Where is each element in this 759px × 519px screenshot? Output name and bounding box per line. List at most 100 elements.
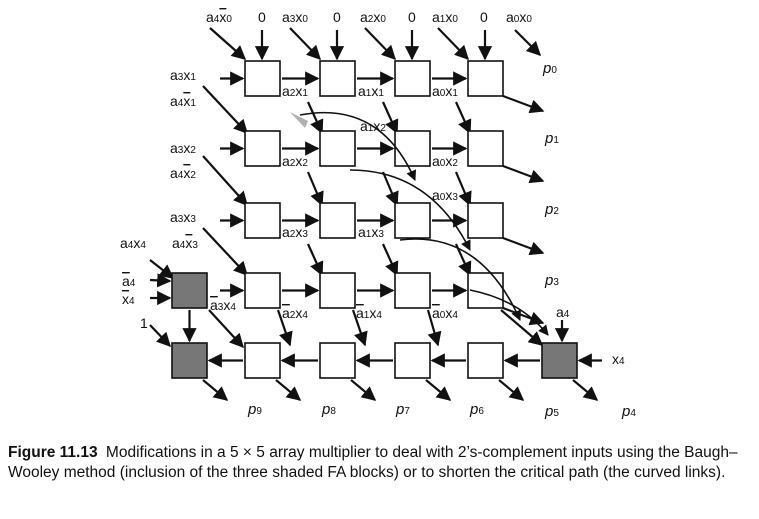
corner-input-x4: x4 [612,351,625,367]
bottom-output-arrow-4 [498,379,525,401]
output-p7: p7 [395,401,410,418]
curved-link-1 [299,111,417,181]
top-diag-arrow-6 [437,27,469,61]
inner-label-1: a1x1 [358,83,384,99]
diag-arrow-r2-c1 [202,227,248,277]
wires [149,27,602,401]
fa-cell-bottom-c1 [244,342,281,379]
a4x4-input-arrow [149,259,175,279]
top-input-5: 0 [408,9,416,25]
inner-label-2: a0x1 [432,83,458,99]
output-p0: p0 [542,60,557,77]
output-p4: p4 [621,403,636,420]
output-arrow-p2 [502,236,545,256]
inner-label-11: a1x4 [356,305,382,321]
top-input-6: a1x0 [432,9,458,25]
fa-cell-r3-c1 [244,272,281,309]
one-input-arrow [149,324,171,348]
shaded-diag-arrow [208,309,244,349]
diag-arrow-r2-c2 [306,243,324,277]
top-input-4: a2x0 [360,9,386,25]
diag-arrow-r1-c4 [454,171,472,207]
inner-label-0: a2x1 [282,83,308,99]
fa-cell-r2-c2 [319,202,356,239]
diag-arrow-r3-c1 [276,309,293,347]
diag-arrow-r1-c3 [381,171,399,207]
a4bar-input-arrow [149,273,172,288]
fa-cell-r1-c1 [244,130,281,167]
diag-arrow-r0-c1 [202,85,248,135]
diag-arrow-r2-c3 [381,243,399,277]
left-input-2: a3x2 [170,140,196,156]
top-diag-arrow-4 [364,27,396,61]
top-input-1: 0 [258,9,266,25]
top-input-3: 0 [333,9,341,25]
gray-curve-arrowhead [290,112,308,128]
top-diag-arrow-0 [209,27,247,60]
shaded-input-2: 1 [140,315,148,331]
fa-cell-r0-c3 [394,60,431,97]
output-p2: p2 [544,201,559,218]
bottom-output-arrow-3 [425,379,452,401]
shaded-fa-block-1 [171,272,208,309]
left-input-4: a3x3 [170,209,196,225]
left-input-5: a4x4 [120,235,146,251]
diag-arrow-r3-c2 [351,309,368,347]
left-input-0: a3x1 [170,67,196,83]
labels: a4x0 0 a3x0 0 a2x0 0 a1x0 0 a0x0 a3x1 a4x1 a3x2 a4x2… [120,9,636,420]
curved-link-3 [399,238,521,321]
bottom-output-arrow-0 [202,379,229,401]
fa-cell-r0-c2 [319,60,356,97]
inner-label-4: a2x2 [282,153,308,169]
output-arrow-p3 [502,306,545,326]
fa-cell-r3-c2 [319,272,356,309]
inner-label-6: a0x3 [432,187,458,203]
left-input-6: a4x3 [172,235,198,251]
fa-cell-bottom-c3 [394,342,431,379]
inner-label-9: a3x4 [210,297,236,313]
shaded-input-0: a4 [122,273,136,289]
inner-label-3: a1x2 [360,118,386,134]
fa-cell-r2-c4 [467,202,504,239]
curved-links [290,111,549,336]
caption-text: Modifications in a 5 × 5 array multiplie… [8,444,738,481]
output-p9: p9 [247,401,262,418]
fa-cells [171,60,578,379]
output-p3: p3 [544,272,559,289]
curved-link-2 [349,169,471,251]
shaded-input-1: x4 [122,291,135,307]
curved-link-4 [469,289,549,336]
inner-label-7: a2x3 [282,224,308,240]
top-input-8: a0x0 [506,9,532,25]
diag-arrow-r3-c4 [500,309,544,346]
bottom-output-arrow-2 [350,379,377,401]
bottom-output-arrow-1 [275,379,302,401]
output-p6: p6 [469,401,484,418]
fa-cell-r2-c3 [394,202,431,239]
shaded-fa-block-3 [541,342,578,379]
left-input-1: a4x1 [170,93,196,109]
fa-cell-bottom-c2 [319,342,356,379]
fa-cell-r1-c4 [467,130,504,167]
top-input-7: 0 [480,9,488,25]
diag-arrow-r1-c1 [202,155,248,207]
output-p8: p8 [321,401,336,418]
output-p5: p5 [544,403,559,420]
diag-arrow-r1-c2 [306,171,324,207]
inner-label-8: a1x3 [358,224,384,240]
fa-cell-r0-c4 [467,60,504,97]
diag-arrow-r0-c3 [381,101,399,135]
figure-label: Figure 11.13 [8,444,98,461]
diag-arrow-r3-c3 [426,309,442,347]
output-arrow-p1 [502,164,545,184]
fa-cell-r1-c2 [319,130,356,167]
figure-caption: Figure 11.13 Modifications in a 5 × 5 ar… [8,443,753,483]
fa-cell-r0-c1 [244,60,281,97]
left-input-3: a4x2 [170,165,196,181]
top-input-2: a3x0 [282,9,308,25]
inner-label-12: a0x4 [432,305,458,321]
diag-arrow-r0-c4 [454,101,472,135]
fa-cell-r3-c3 [394,272,431,309]
output-arrow-p0 [502,94,545,114]
top-diag-arrow-2 [289,27,321,61]
